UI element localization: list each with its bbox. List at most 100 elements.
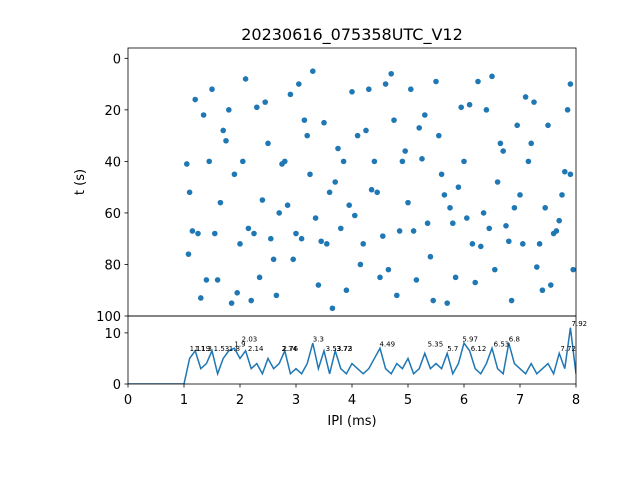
y-tick-label: 100 [96, 310, 121, 325]
peak-label: 5.35 [428, 341, 444, 349]
y-tick-label: 80 [104, 258, 121, 273]
point [388, 70, 395, 77]
point [483, 107, 490, 113]
point [438, 171, 445, 178]
point [366, 86, 372, 93]
peak-label: 6.8 [509, 336, 520, 344]
point [545, 122, 551, 129]
peak-label: 1.9 [234, 341, 245, 349]
point [427, 253, 434, 260]
point [419, 156, 425, 162]
point [265, 140, 271, 147]
point [223, 137, 229, 144]
point [377, 274, 383, 281]
point [357, 261, 364, 268]
peak-label: 6.53 [494, 341, 510, 349]
point [461, 158, 467, 165]
x-tick-label: 0 [124, 393, 132, 408]
y-tick-label: 20 [104, 104, 121, 119]
point [203, 277, 210, 283]
point [553, 228, 560, 234]
peak-label: 7.72 [560, 345, 576, 353]
point [466, 101, 473, 108]
point [385, 266, 392, 273]
y-tick-label: 0 [113, 378, 121, 393]
point [475, 78, 481, 85]
point [245, 225, 252, 232]
peak-label: 5.7 [447, 345, 458, 353]
point [494, 179, 501, 185]
peak-label: 2.03 [242, 336, 258, 344]
peak-label: 3.73 [337, 345, 353, 353]
point [469, 241, 476, 247]
point [315, 282, 322, 288]
point [209, 86, 215, 93]
point [240, 158, 246, 165]
peak-label: 2.76 [283, 345, 299, 353]
point [307, 171, 313, 178]
peak-label: 3.53 [326, 345, 342, 353]
point [371, 158, 378, 165]
point [444, 300, 451, 306]
point [416, 125, 423, 131]
point [517, 192, 523, 198]
point [338, 225, 344, 232]
point [564, 107, 571, 113]
point [349, 89, 355, 95]
point [528, 140, 534, 147]
point [363, 127, 369, 134]
point [195, 230, 201, 237]
point [200, 112, 207, 118]
point [206, 158, 212, 165]
point [276, 210, 283, 216]
point [382, 81, 389, 87]
peak-label: 1.3 [201, 345, 212, 353]
point [458, 104, 465, 111]
point [186, 189, 193, 196]
point [464, 215, 470, 221]
point [326, 189, 333, 196]
point [290, 256, 297, 263]
point [321, 119, 327, 126]
peak-label: 2.74 [281, 345, 297, 353]
point [542, 204, 548, 211]
point [374, 189, 381, 196]
point [410, 228, 417, 234]
point [312, 215, 319, 221]
point [293, 230, 299, 237]
point [220, 127, 226, 134]
point [296, 81, 302, 87]
point [198, 295, 204, 301]
histogram-line [128, 327, 576, 384]
x-axis-label: IPI (ms) [327, 414, 376, 429]
point [273, 292, 280, 299]
point [492, 266, 498, 273]
point [343, 287, 350, 294]
point [478, 243, 484, 250]
point [472, 279, 479, 286]
point [531, 99, 537, 105]
point [422, 112, 428, 118]
point [214, 277, 221, 283]
point [534, 264, 540, 270]
point [324, 241, 330, 247]
point [506, 238, 512, 245]
point [298, 235, 305, 242]
point [480, 210, 487, 216]
point [511, 204, 518, 211]
point [360, 241, 367, 247]
point [441, 192, 448, 198]
point [256, 274, 263, 281]
peak-label: 2.14 [248, 345, 264, 353]
point [562, 168, 568, 175]
x-tick-label: 5 [404, 393, 412, 408]
peak-label: 1.53 [214, 345, 230, 353]
point [284, 202, 291, 208]
peak-label: 7.92 [572, 320, 588, 328]
point [380, 233, 386, 239]
point [228, 300, 235, 306]
point [436, 132, 442, 139]
point [559, 192, 565, 198]
point [368, 186, 375, 193]
